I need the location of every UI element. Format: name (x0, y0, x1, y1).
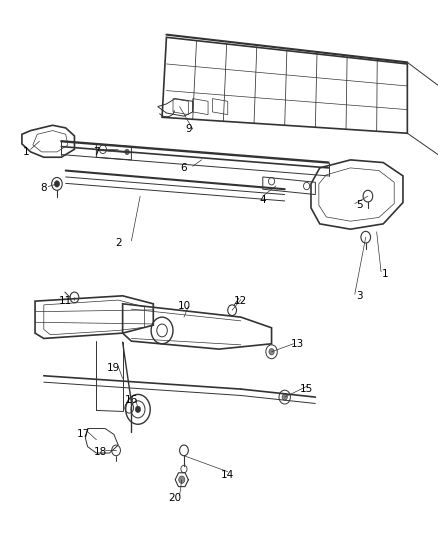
Text: 4: 4 (259, 195, 266, 205)
Text: 19: 19 (107, 363, 120, 373)
Text: 1: 1 (382, 270, 389, 279)
Text: 8: 8 (40, 183, 47, 192)
Text: 15: 15 (300, 384, 313, 394)
Circle shape (282, 394, 287, 400)
Text: 2: 2 (115, 238, 122, 247)
Text: 14: 14 (221, 471, 234, 480)
Text: 10: 10 (177, 302, 191, 311)
Text: 20: 20 (169, 494, 182, 503)
Text: 11: 11 (59, 296, 72, 306)
Text: 16: 16 (125, 395, 138, 405)
Text: 6: 6 (180, 163, 187, 173)
Text: 17: 17 (77, 430, 90, 439)
Circle shape (54, 181, 60, 187)
Text: 13: 13 (291, 339, 304, 349)
Text: 3: 3 (356, 291, 363, 301)
Text: 1: 1 (23, 147, 30, 157)
Circle shape (125, 149, 129, 155)
Text: 7: 7 (93, 147, 100, 157)
Circle shape (179, 476, 185, 483)
Text: 9: 9 (185, 124, 192, 134)
Text: 12: 12 (234, 296, 247, 306)
Circle shape (269, 349, 274, 355)
Text: 5: 5 (356, 200, 363, 210)
Text: 18: 18 (94, 447, 107, 457)
Circle shape (135, 406, 141, 413)
